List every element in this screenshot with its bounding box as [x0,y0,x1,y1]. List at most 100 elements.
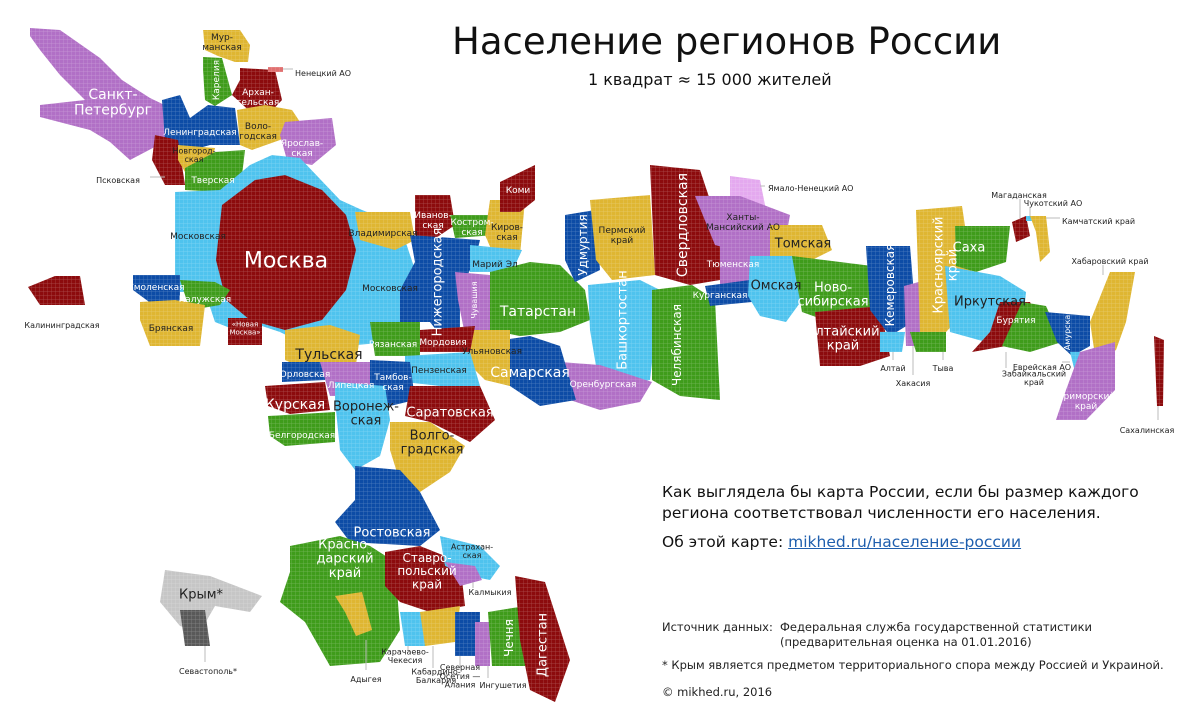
region-label-chel: Челябинская [670,304,684,386]
region-label-sev: Севастополь* [179,667,237,676]
region-label-line: манская [202,43,242,53]
region-label-volg: Волго-градская [401,428,464,457]
region-label-line: Пензенская [411,366,467,376]
region-label-iv: Иванов-ская [414,211,452,231]
map-subtitle: 1 квадрат ≈ 15 000 жителей [588,70,832,89]
crimea-footnote: * Крым является предметом территориально… [662,658,1164,672]
region-label-tyum: Тюменская [706,260,760,270]
region-label-yar: Ярослав-ская [281,139,323,159]
region-label-line: Тверская [190,176,234,186]
region-grid [455,272,492,335]
region-label-hmao: Ханты-Мансийский АО [706,213,780,233]
region-grid [420,326,475,352]
region-label-line: «Новая [232,321,258,329]
region-label-murm: Мур-манская [202,33,242,53]
region-label-line: Иванов- [414,211,452,221]
region-label-line: Чечня [502,619,516,657]
region-label-line: Кемеровская [883,244,897,327]
region-label-line: гельская [237,98,280,108]
region-label-altr: Алтай [880,364,905,373]
region-label-line: Еврейская АО [1013,363,1071,372]
region-label-vor: Воронеж-ская [333,399,399,428]
region-label-line: Ставро- [402,551,451,565]
region-label-line: Волго- [410,428,455,443]
region-label-line: Саратовская [406,406,493,421]
region-grid [590,195,655,280]
region-label-line: градская [401,443,464,458]
region-label-line: Воронеж- [333,399,399,414]
region-label-line: Марий Эл [472,260,518,270]
region-grid [335,592,372,636]
region-grid [705,280,752,306]
region-label-line: Саха [953,241,986,256]
region-label-line: Карачаево- [381,647,429,656]
region-grid [203,30,250,62]
region-label-kam: Камчатский край [1062,217,1135,226]
region-grid [30,28,175,160]
region-label-mo: Московская [170,232,226,242]
region-grid [880,332,905,352]
region-label-udm: Удмуртия [576,214,590,275]
region-label-line: Ингушетия [479,681,526,690]
region-label-sam: Самарская [490,365,570,381]
region-grid [280,118,336,165]
region-label-line: сибирская [797,295,868,310]
region-label-line: Тюменская [706,260,760,270]
region-grid [1090,272,1135,362]
region-label-line: Пермский [599,226,646,236]
region-label-line: Карелия [212,60,222,100]
region-label-me: Марий Эл [472,260,518,270]
region-label-nen: Ненецкий АО [295,69,351,78]
region-grid [955,226,1010,272]
region-label-line: Владимирская [348,229,417,239]
region-grid [370,322,420,356]
region-label-chuk: Чукотский АО [1024,199,1083,208]
region-label-line: Ульяновская [462,347,522,357]
region-label-kem: Кемеровская [883,244,897,327]
region-label-chu: Чувашия [470,281,479,318]
region-label-line: ская [185,155,204,164]
region-label-line: польский [397,564,456,578]
region-grid [1154,336,1164,406]
region-grid [268,67,283,72]
region-label-line: Ненецкий АО [295,69,351,78]
region-grid [475,622,490,666]
about-link[interactable]: mikhed.ru/население-россии [788,533,1022,551]
region-grid [488,606,525,666]
region-label-line: Брянская [149,324,194,334]
region-label-line: Свердловская [675,173,691,277]
region-label-line: Балкария [416,676,457,685]
region-label-line: Курская [265,397,325,413]
region-grid [1045,312,1090,356]
region-label-line: Мансийский АО [706,223,780,233]
region-grid [910,332,946,352]
region-label-perm: Пермский край [599,226,646,246]
region-grid [282,362,325,382]
region-label-line: край [329,566,362,581]
region-label-irk: Иркутская [954,295,1026,310]
region-label-nmsk: «Новая Москва» [229,321,260,337]
region-label-arh: Архан-гельская [237,88,280,108]
map-title: Население регионов России [452,20,1002,63]
region-grid [216,175,356,330]
region-label-sar: Саратовская [406,406,493,421]
region-label-line: Томская [774,237,832,252]
region-label-line: Чекесия [388,656,423,665]
region-label-line: Архан- [242,88,274,98]
region-grid [695,196,790,252]
region-grid [515,576,570,702]
region-grid [335,382,390,470]
region-label-mag: Магаданская [991,191,1047,200]
region-label-yanao: Ямало-Ненецкий АО [768,184,853,193]
region-label-kar: Карелия [212,60,222,100]
region-label-line: Амурская [1063,310,1072,350]
region-grid [178,145,215,172]
region-label-line: Камчатский край [1062,217,1135,226]
region-label-tamb: Тамбов-ская [373,373,411,393]
region-label-crimea: Крым* [179,588,224,603]
region-label-sverd: Свердловская [675,173,691,277]
region-grid [1056,342,1115,420]
region-grid [268,412,335,446]
region-grid [650,165,720,285]
